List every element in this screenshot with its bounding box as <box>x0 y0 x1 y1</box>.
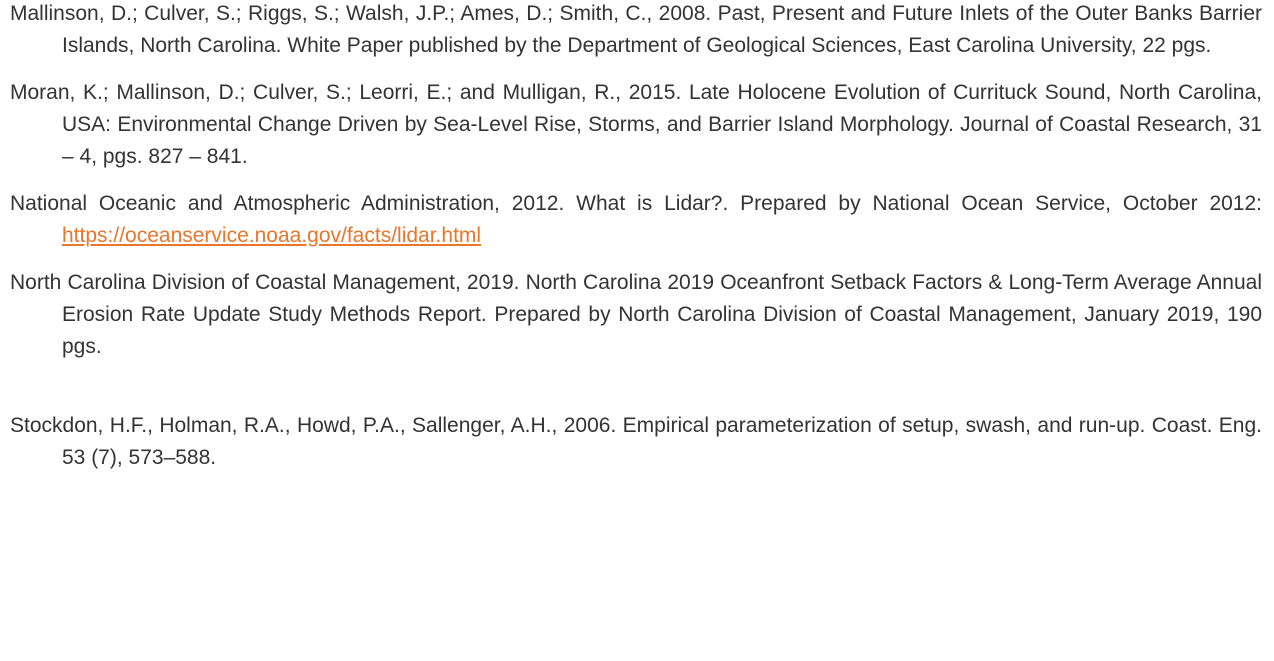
reference-text: Stockdon, H.F., Holman, R.A., Howd, P.A.… <box>10 414 1262 469</box>
reference-list: Mallinson, D.; Culver, S.; Riggs, S.; Wa… <box>10 0 1262 474</box>
reference: Moran, K.; Mallinson, D.; Culver, S.; Le… <box>10 77 1262 173</box>
reference-text: Moran, K.; Mallinson, D.; Culver, S.; Le… <box>10 81 1262 168</box>
reference-link[interactable]: https://oceanservice.noaa.gov/facts/lida… <box>62 224 482 247</box>
reference-text: North Carolina Division of Coastal Manag… <box>10 271 1262 358</box>
reference: Stockdon, H.F., Holman, R.A., Howd, P.A.… <box>10 410 1262 474</box>
reference-text: National Oceanic and Atmospheric Adminis… <box>10 192 1262 215</box>
reference: Mallinson, D.; Culver, S.; Riggs, S.; Wa… <box>10 0 1262 62</box>
reference: North Carolina Division of Coastal Manag… <box>10 267 1262 363</box>
reference: National Oceanic and Atmospheric Adminis… <box>10 188 1262 252</box>
reference-text: Mallinson, D.; Culver, S.; Riggs, S.; Wa… <box>10 2 1262 57</box>
